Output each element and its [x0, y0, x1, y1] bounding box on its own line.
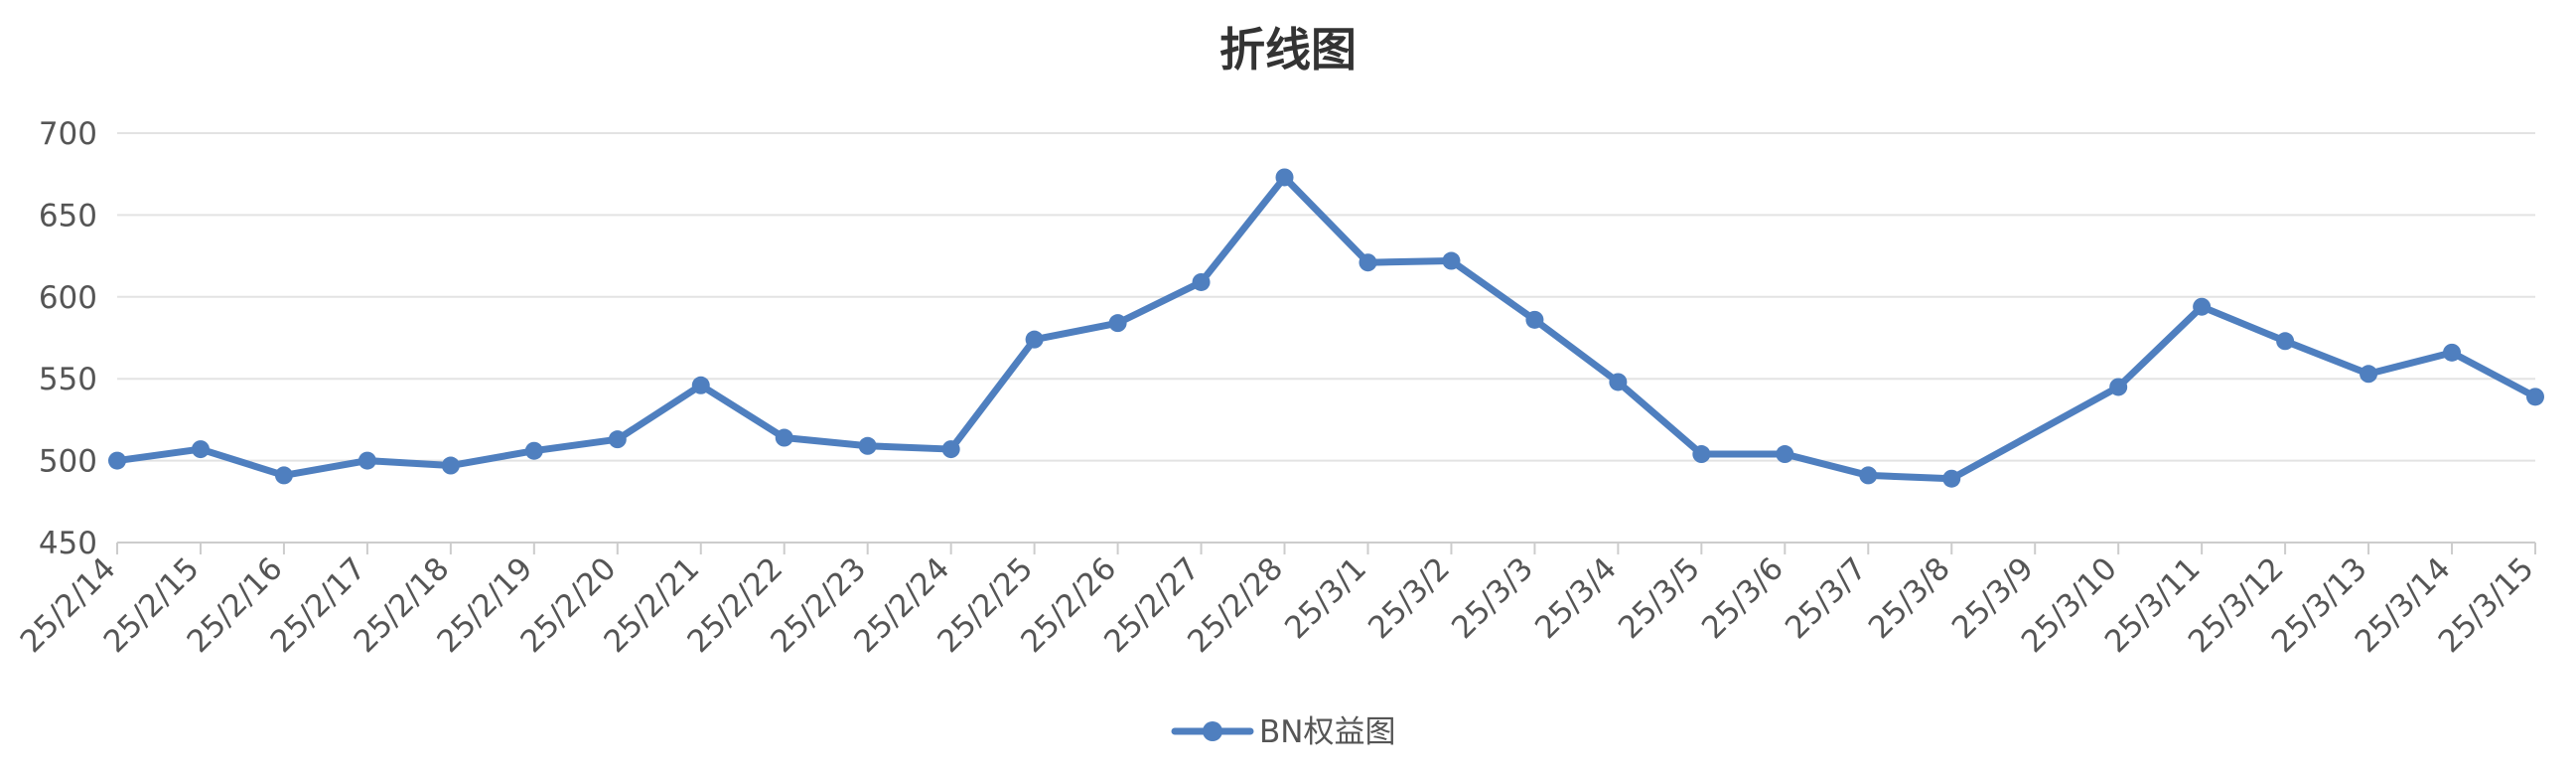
- y-axis: 450 500 550 600 650 700: [39, 116, 97, 561]
- legend-label: BN权益图: [1259, 714, 1395, 750]
- x-axis: 25/2/1425/2/1525/2/1625/2/1725/2/1825/2/…: [14, 543, 2541, 660]
- data-point[interactable]: [2360, 365, 2378, 384]
- y-tick-label: 700: [39, 116, 97, 152]
- data-point[interactable]: [1859, 466, 1878, 485]
- data-point[interactable]: [1942, 469, 1961, 488]
- data-point[interactable]: [2526, 388, 2544, 406]
- data-point[interactable]: [1525, 310, 1544, 329]
- data-point[interactable]: [1359, 253, 1377, 272]
- x-tick-label: 25/3/8: [1862, 550, 1957, 646]
- data-point[interactable]: [2443, 343, 2462, 362]
- data-point[interactable]: [1692, 445, 1711, 464]
- x-tick-label: 25/3/3: [1445, 550, 1540, 646]
- data-point[interactable]: [1025, 330, 1044, 349]
- legend-marker: [1203, 721, 1222, 741]
- x-tick-label: 25/3/1: [1278, 550, 1373, 646]
- data-point[interactable]: [691, 376, 710, 394]
- x-tick-label: 25/3/6: [1695, 550, 1790, 646]
- data-point[interactable]: [191, 440, 210, 459]
- x-tick-label: 25/3/5: [1612, 550, 1707, 646]
- data-point[interactable]: [2109, 378, 2128, 396]
- y-tick-label: 500: [39, 444, 97, 480]
- y-tick-label: 600: [39, 280, 97, 316]
- x-tick-label: 25/3/2: [1361, 550, 1457, 646]
- data-point[interactable]: [358, 451, 376, 470]
- data-point[interactable]: [441, 456, 460, 475]
- data-point[interactable]: [524, 441, 543, 460]
- data-point[interactable]: [1609, 373, 1628, 391]
- data-point[interactable]: [941, 440, 960, 459]
- series-layer: [108, 168, 2544, 488]
- data-point[interactable]: [2276, 332, 2295, 351]
- data-point[interactable]: [1442, 251, 1461, 270]
- legend[interactable]: BN权益图: [1171, 714, 1395, 750]
- data-point[interactable]: [858, 436, 877, 455]
- x-tick-label: 25/3/4: [1528, 550, 1624, 646]
- y-tick-label: 650: [39, 198, 97, 234]
- y-tick-label: 550: [39, 362, 97, 397]
- data-point[interactable]: [1776, 445, 1794, 464]
- data-point[interactable]: [274, 466, 293, 485]
- data-point[interactable]: [2193, 297, 2212, 316]
- series-line: [113, 173, 2539, 483]
- data-point[interactable]: [108, 451, 126, 470]
- data-point[interactable]: [1192, 272, 1211, 291]
- y-tick-label: 450: [39, 526, 97, 561]
- data-point[interactable]: [608, 430, 627, 449]
- x-tick-label: 25/3/7: [1779, 550, 1874, 646]
- data-point[interactable]: [775, 428, 793, 447]
- data-point[interactable]: [1275, 168, 1294, 187]
- chart-title: 折线图: [1219, 23, 1357, 77]
- data-point[interactable]: [1108, 314, 1127, 333]
